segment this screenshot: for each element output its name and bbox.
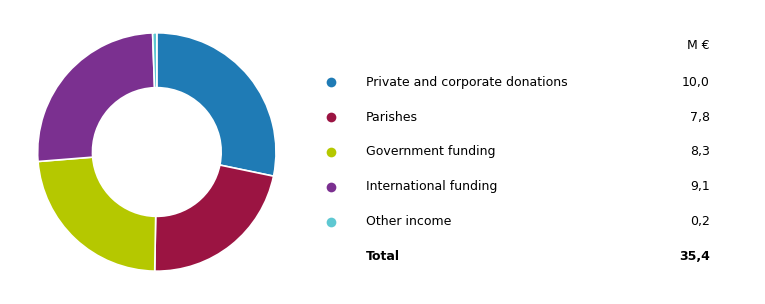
Wedge shape	[155, 165, 274, 271]
Wedge shape	[37, 33, 155, 161]
Text: International funding: International funding	[366, 181, 497, 193]
Text: Government funding: Government funding	[366, 146, 495, 158]
Text: 35,4: 35,4	[679, 250, 710, 263]
Wedge shape	[157, 33, 276, 176]
Text: Private and corporate donations: Private and corporate donations	[366, 76, 568, 88]
Text: Other income: Other income	[366, 216, 451, 228]
Text: 0,2: 0,2	[690, 216, 710, 228]
Text: 7,8: 7,8	[690, 111, 710, 123]
Wedge shape	[152, 33, 157, 88]
Text: Parishes: Parishes	[366, 111, 418, 123]
Text: Total: Total	[366, 250, 399, 263]
Wedge shape	[38, 157, 156, 271]
Text: 9,1: 9,1	[690, 181, 710, 193]
Text: 10,0: 10,0	[682, 76, 710, 88]
Text: 8,3: 8,3	[690, 146, 710, 158]
Text: M €: M €	[687, 39, 710, 52]
